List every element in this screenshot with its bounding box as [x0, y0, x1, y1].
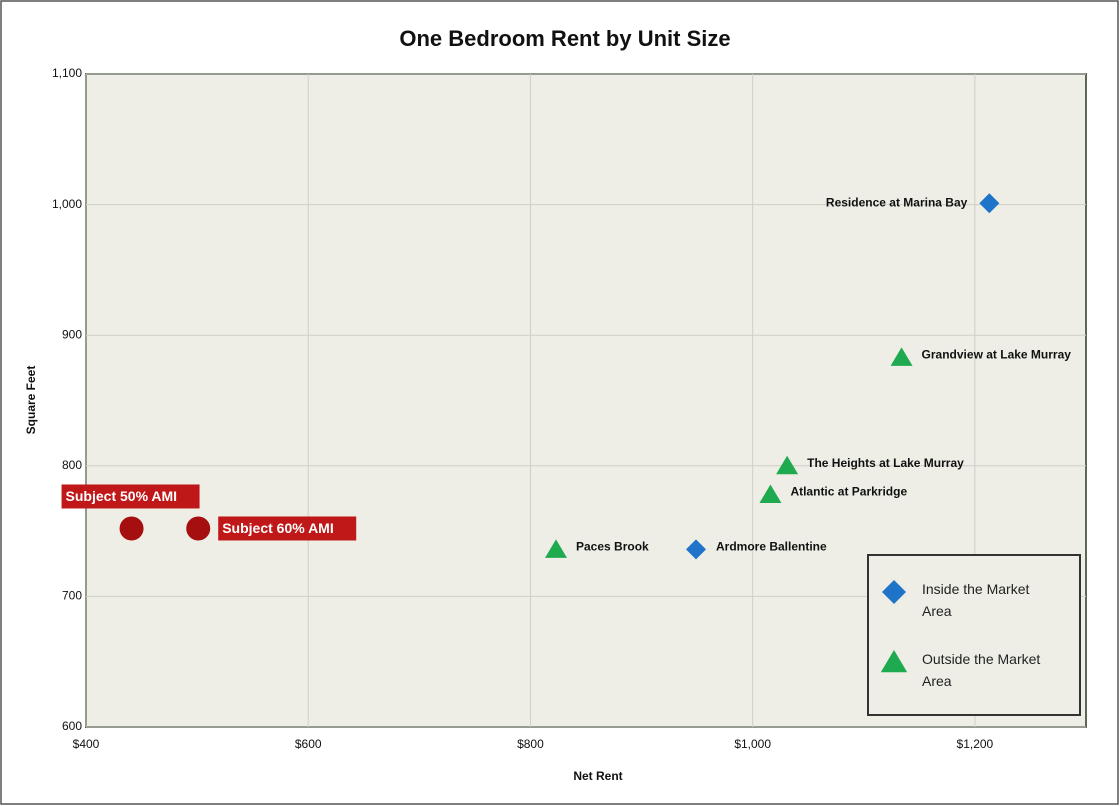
legend-label: Outside the Market Area: [922, 651, 1040, 689]
data-point: [686, 539, 706, 560]
data-point: [776, 455, 799, 475]
y-tick-label: 1,100: [52, 66, 82, 80]
y-tick-label: 800: [62, 458, 82, 472]
x-tick-label: $1,200: [957, 737, 994, 751]
legend-marker: [880, 650, 908, 673]
legend-label: Inside the Market Area: [922, 581, 1029, 619]
label-box: [61, 484, 200, 509]
x-tick-label: $1,000: [734, 737, 771, 751]
data-point: [119, 516, 144, 541]
data-label: Atlantic at Parkridge: [790, 485, 907, 499]
data-point: [890, 347, 913, 366]
x-tick-label: $600: [295, 737, 322, 751]
x-tick-label: $800: [517, 737, 544, 751]
y-tick-label: 600: [62, 719, 82, 733]
y-tick-label: 700: [62, 589, 82, 603]
x-tick-label: $400: [73, 737, 100, 751]
data-label: Ardmore Ballentine: [716, 540, 827, 554]
data-point: [545, 539, 567, 558]
data-point: [759, 484, 782, 504]
data-label: The Heights at Lake Murray: [807, 456, 964, 470]
chart-title: One Bedroom Rent by Unit Size: [399, 26, 730, 51]
data-label: Grandview at Lake Murray: [922, 348, 1072, 362]
data-label: Paces Brook: [576, 540, 649, 554]
legend-marker: [882, 580, 906, 604]
data-label: Residence at Marina Bay: [826, 195, 968, 209]
marks: Residence at Marina Bay Ardmore Ballentin…: [61, 193, 1072, 560]
y-tick-label: 900: [62, 327, 82, 341]
data-label: Subject 60% AMI: [222, 520, 334, 536]
y-axis-label: Square Feet: [24, 366, 38, 435]
label-box: [218, 516, 357, 541]
x-axis-label: Net Rent: [573, 769, 622, 783]
legend: Inside the Market Area Outside the Market A…: [867, 554, 1081, 716]
data-label: Subject 50% AMI: [66, 488, 178, 504]
data-point: [979, 193, 1000, 214]
y-tick-label: 1,000: [52, 197, 82, 211]
legend-box: [867, 554, 1081, 716]
data-point: [186, 516, 211, 541]
